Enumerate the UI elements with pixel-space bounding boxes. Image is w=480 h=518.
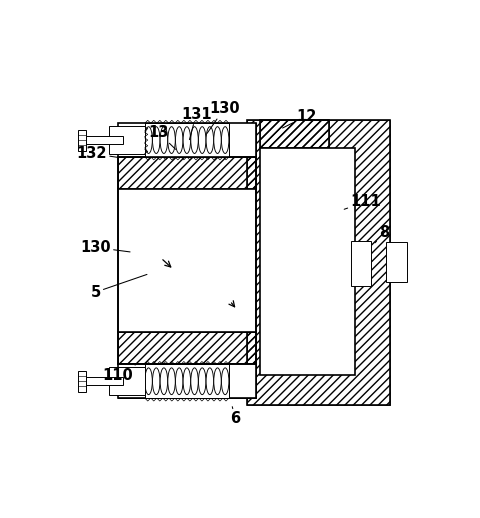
Bar bbox=[118, 364, 144, 398]
Bar bbox=[118, 364, 144, 398]
Text: 130: 130 bbox=[207, 101, 239, 133]
Bar bbox=[246, 120, 389, 405]
Text: 6: 6 bbox=[230, 407, 240, 426]
Bar bbox=[144, 123, 228, 157]
Ellipse shape bbox=[221, 127, 228, 153]
Bar bbox=[118, 157, 255, 189]
Ellipse shape bbox=[213, 127, 221, 153]
Bar bbox=[259, 120, 328, 148]
Ellipse shape bbox=[191, 368, 198, 395]
Bar bbox=[118, 364, 255, 398]
Bar bbox=[246, 120, 389, 405]
Ellipse shape bbox=[205, 368, 213, 395]
Bar bbox=[118, 123, 255, 157]
Ellipse shape bbox=[183, 368, 190, 395]
Bar bbox=[86, 377, 123, 385]
Bar bbox=[118, 157, 255, 189]
Bar bbox=[228, 123, 255, 157]
Bar bbox=[118, 333, 255, 364]
Ellipse shape bbox=[221, 368, 228, 395]
Ellipse shape bbox=[175, 127, 182, 153]
Bar bbox=[259, 120, 328, 148]
Bar bbox=[259, 148, 354, 375]
Bar bbox=[228, 364, 255, 398]
Bar bbox=[118, 333, 255, 364]
Ellipse shape bbox=[152, 368, 160, 395]
Ellipse shape bbox=[191, 127, 198, 153]
Bar bbox=[118, 123, 144, 157]
Ellipse shape bbox=[144, 127, 152, 153]
Ellipse shape bbox=[152, 127, 160, 153]
Text: 110: 110 bbox=[102, 364, 136, 383]
Bar bbox=[385, 242, 406, 282]
Bar bbox=[78, 371, 86, 392]
Bar bbox=[228, 364, 255, 398]
Bar bbox=[118, 189, 255, 333]
Text: 12: 12 bbox=[282, 109, 316, 128]
Bar bbox=[78, 130, 86, 151]
Bar bbox=[228, 123, 255, 157]
Bar bbox=[108, 367, 144, 395]
Text: 8: 8 bbox=[374, 225, 389, 243]
Ellipse shape bbox=[160, 368, 168, 395]
Ellipse shape bbox=[168, 127, 175, 153]
Bar bbox=[118, 123, 144, 157]
Ellipse shape bbox=[205, 127, 213, 153]
Text: 131: 131 bbox=[180, 107, 211, 140]
Bar bbox=[118, 364, 144, 398]
Bar bbox=[144, 364, 228, 398]
Bar bbox=[228, 364, 255, 398]
Ellipse shape bbox=[144, 368, 152, 395]
Bar bbox=[259, 120, 328, 148]
Bar bbox=[118, 157, 255, 189]
Ellipse shape bbox=[198, 368, 205, 395]
Text: 13: 13 bbox=[148, 125, 175, 149]
Text: 132: 132 bbox=[76, 146, 119, 161]
Bar bbox=[350, 240, 371, 286]
Ellipse shape bbox=[213, 368, 221, 395]
Bar bbox=[228, 123, 255, 157]
Bar bbox=[108, 126, 144, 154]
Ellipse shape bbox=[198, 127, 205, 153]
Ellipse shape bbox=[183, 127, 190, 153]
Ellipse shape bbox=[175, 368, 182, 395]
Text: 111: 111 bbox=[344, 194, 380, 209]
Bar bbox=[118, 123, 144, 157]
Ellipse shape bbox=[168, 368, 175, 395]
Ellipse shape bbox=[160, 127, 168, 153]
Text: 130: 130 bbox=[80, 240, 130, 255]
Bar bbox=[246, 120, 389, 405]
Bar bbox=[118, 157, 255, 364]
Text: 5: 5 bbox=[90, 275, 147, 299]
Bar bbox=[86, 136, 123, 144]
Bar bbox=[118, 333, 255, 364]
